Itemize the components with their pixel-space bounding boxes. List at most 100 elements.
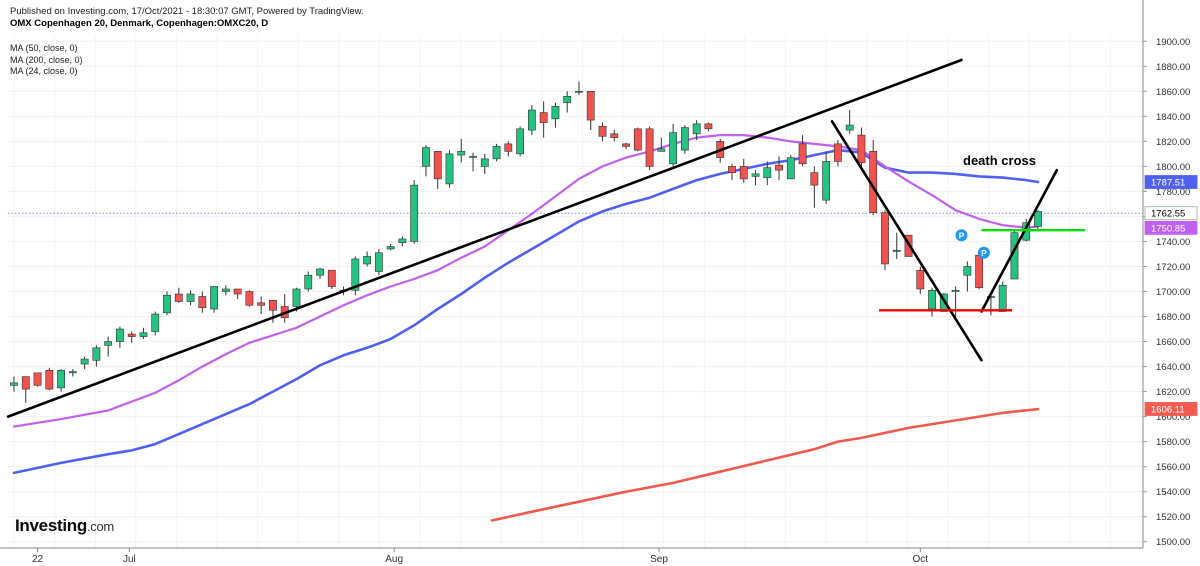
candle-up <box>398 238 407 244</box>
candle-down <box>233 288 242 295</box>
candle-up <box>516 128 525 155</box>
candle-down <box>610 133 619 138</box>
price-tag: 1750.85 <box>1144 220 1198 235</box>
y-tick-label: 1800.00 <box>1156 162 1190 173</box>
price-tag-label: 1606.11 <box>1151 404 1185 415</box>
candle-up <box>963 266 972 276</box>
candle-down <box>269 299 277 311</box>
candle-down <box>857 134 866 163</box>
candle-up <box>563 96 572 103</box>
y-tick-label: 1900.00 <box>1156 37 1190 48</box>
y-tick-label: 1820.00 <box>1156 137 1190 148</box>
y-tick-label: 1720.00 <box>1156 262 1190 273</box>
candle-up <box>751 173 760 177</box>
candle-up <box>457 151 466 156</box>
y-tick-label: 1580.00 <box>1156 437 1190 448</box>
trend-lines <box>6 58 1086 418</box>
price-tag: 1606.11 <box>1144 402 1198 416</box>
price-tag-box <box>1144 402 1198 416</box>
x-tick-label: Sep <box>650 554 668 565</box>
y-tick-label: 1600.00 <box>1156 412 1190 423</box>
candle-down <box>433 151 442 180</box>
candle-down <box>775 164 783 171</box>
trend-line <box>6 58 963 418</box>
badges: PP <box>955 229 990 259</box>
p-badge-circle <box>955 229 968 242</box>
p-badge: P <box>955 229 968 242</box>
candle-up <box>822 161 831 201</box>
candle-up <box>445 153 454 185</box>
p-badge-label: P <box>981 248 987 258</box>
candle-down <box>833 143 842 162</box>
y-tick-label: 1680.00 <box>1156 312 1190 323</box>
candle-down <box>21 376 30 390</box>
candle-up <box>92 347 101 361</box>
candle-up <box>951 289 960 292</box>
candle-down <box>586 91 595 121</box>
candle-up <box>692 123 701 135</box>
ma24-line <box>12 134 1040 428</box>
candle-down <box>622 143 630 147</box>
ma-50-label[interactable]: MA (50, close, 0) <box>10 43 78 53</box>
candle-up <box>210 286 218 310</box>
candle-up <box>1034 211 1042 227</box>
candle-down <box>916 269 925 290</box>
y-tick-label: 1540.00 <box>1156 487 1190 498</box>
y-tick-label: 1740.00 <box>1156 237 1190 248</box>
candle-up <box>1022 222 1031 241</box>
candle-down <box>327 269 336 287</box>
symbol-title: OMX Copenhagen 20, Denmark, Copenhagen:O… <box>10 18 269 29</box>
y-tick-label: 1840.00 <box>1156 112 1190 123</box>
candle-up <box>80 358 89 365</box>
candle-down <box>798 143 807 165</box>
p-badge: P <box>977 246 990 259</box>
candle-up <box>374 252 383 272</box>
candle-up <box>363 256 371 265</box>
trend-line <box>980 168 1059 313</box>
candle-up <box>492 146 501 160</box>
candle-down <box>645 128 654 167</box>
y-tick-label: 1500.00 <box>1156 537 1190 548</box>
published-line: Published on Investing.com, 17/Oct/2021 … <box>10 6 364 17</box>
price-tag-label: 1787.51 <box>1151 178 1185 189</box>
y-tick-label: 1660.00 <box>1156 337 1190 348</box>
candle-up <box>845 124 854 131</box>
candle-down <box>245 291 254 306</box>
price-tag: 1762.55 <box>1144 206 1198 221</box>
price-tag: 1787.51 <box>1144 175 1198 189</box>
x-tick-label: 22 <box>32 554 44 565</box>
candle-down <box>728 166 736 173</box>
candle-down <box>539 112 548 123</box>
x-tick-label: Jul <box>123 554 136 565</box>
y-tick-label: 1880.00 <box>1156 62 1190 73</box>
candle-up <box>763 167 772 178</box>
candle-down <box>739 166 748 180</box>
grid <box>8 35 1143 548</box>
ma-24-label[interactable]: MA (24, close, 0) <box>10 66 78 76</box>
moving-average-lines <box>12 134 1040 522</box>
candle-up <box>104 341 113 346</box>
candle-up <box>422 147 430 167</box>
death-cross-annotation: death cross <box>963 153 1036 168</box>
candle-down <box>504 143 513 152</box>
candles <box>10 81 1042 403</box>
candle-up <box>480 158 489 167</box>
price-tag-label: 1750.85 <box>1151 223 1185 234</box>
candle-up <box>186 293 195 302</box>
chart-header: Published on Investing.com, 17/Oct/2021 … <box>10 6 364 30</box>
ma-200-label[interactable]: MA (200, close, 0) <box>10 54 83 65</box>
candle-up <box>139 332 148 337</box>
candle-up <box>998 284 1007 312</box>
candle-up <box>316 268 324 276</box>
candle-down <box>33 372 42 386</box>
candle-up <box>527 109 536 131</box>
candle-up <box>469 156 477 158</box>
candle-up <box>163 294 171 314</box>
y-tick-label: 1700.00 <box>1156 287 1190 298</box>
candle-up <box>68 371 77 374</box>
x-tick-label: Aug <box>385 554 403 565</box>
logo-text: Investing <box>15 516 87 535</box>
candle-down <box>975 254 984 289</box>
candle-down <box>704 123 713 130</box>
